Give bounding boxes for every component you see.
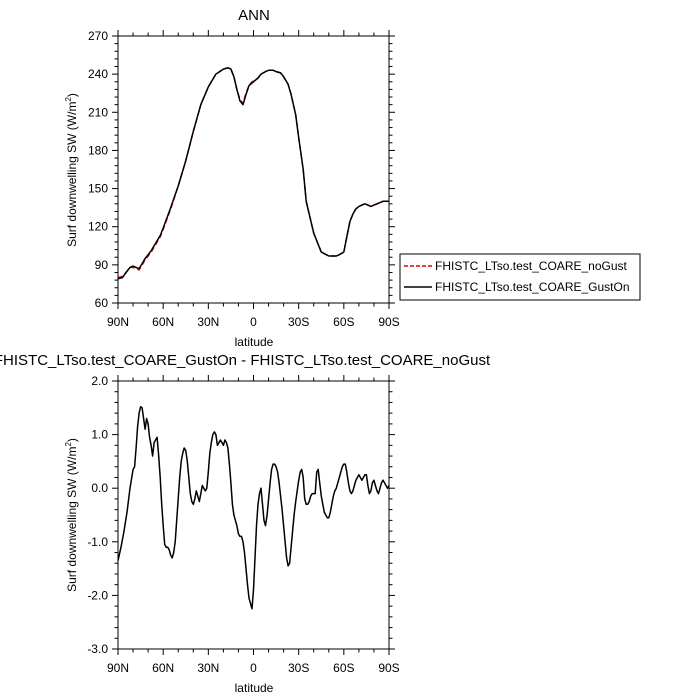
bottom-y-tick-label: -1.0	[87, 535, 108, 549]
top-series-line-1	[117, 67, 389, 280]
top-x-tick-label: 90S	[378, 315, 399, 329]
top-plot-area: 90N 60N 30N 0 30S 60S 90S 60 90 120 150 180 210 240 27…	[88, 29, 400, 329]
bottom-y-axis-label-close: )	[65, 438, 79, 442]
bottom-x-tick-label: 30S	[288, 661, 309, 675]
top-y-tick-label: 90	[95, 258, 109, 272]
top-y-axis-label: Surf downwelling SW (W/m2)	[64, 93, 79, 247]
top-y-tick-label: 240	[88, 67, 108, 81]
top-x-tick-label: 30N	[197, 315, 219, 329]
top-y-tick-label: 60	[95, 296, 109, 310]
top-chart-title: ANN	[238, 7, 270, 24]
bottom-x-axis-label: latitude	[235, 681, 274, 695]
bottom-x-tick-label: 30N	[197, 661, 219, 675]
top-y-tick-label: 180	[88, 143, 108, 157]
bottom-x-tick-label: 90N	[107, 661, 129, 675]
bottom-y-tick-label: 2.0	[91, 374, 108, 388]
top-x-tick-label: 30S	[288, 315, 309, 329]
bottom-y-tick-label: -2.0	[87, 588, 108, 602]
legend-label-nogust: FHISTC_LTso.test_COARE_noGust	[435, 259, 628, 273]
bottom-x-tick-label: 60S	[333, 661, 354, 675]
top-y-tick-label: 270	[88, 29, 108, 43]
bottom-x-tick-label: 0	[250, 661, 257, 675]
bottom-series-line-0	[117, 405, 390, 610]
bottom-plot-frame	[117, 380, 390, 650]
top-series-line-0	[117, 67, 389, 279]
legend: FHISTC_LTso.test_COARE_noGust FHISTC_LTs…	[399, 253, 641, 301]
top-y-axis-label-main: Surf downwelling SW (W/m	[65, 102, 79, 247]
top-y-tick-label: 210	[88, 105, 108, 119]
top-x-tick-label: 60N	[152, 315, 174, 329]
top-chart: ANN 90N 60N 30N 0 30S 60S 90S 60 90 120 150 180 210 2…	[64, 7, 641, 349]
bottom-y-tick-label: -3.0	[87, 642, 108, 656]
bottom-y-axis-label-sup: 2	[64, 442, 73, 447]
bottom-y-axis-label-main: Surf downwelling SW (W/m	[65, 447, 79, 592]
legend-label-guston: FHISTC_LTso.test_COARE_GustOn	[435, 280, 630, 294]
top-x-tick-label: 0	[250, 315, 257, 329]
bottom-chart-title: FHISTC_LTso.test_COARE_GustOn - FHISTC_L…	[0, 352, 491, 369]
top-y-tick-label: 120	[88, 220, 108, 234]
top-x-tick-label: 60S	[333, 315, 354, 329]
top-y-tick-label: 150	[88, 182, 108, 196]
bottom-x-tick-label: 60N	[152, 661, 174, 675]
top-y-axis-label-sup: 2	[64, 97, 73, 102]
top-plot-frame	[117, 35, 390, 304]
bottom-x-tick-label: 90S	[378, 661, 399, 675]
top-x-tick-label: 90N	[107, 315, 129, 329]
bottom-y-tick-label: 0.0	[91, 481, 108, 495]
bottom-y-axis-label: Surf downwelling SW (W/m2)	[64, 438, 79, 592]
bottom-plot-area: 90N 60N 30N 0 30S 60S 90S -3.0 -2.0 -1.0 0.0 1.0 2.0	[87, 374, 399, 675]
legend-box	[399, 253, 641, 301]
top-x-axis-label: latitude	[235, 335, 274, 349]
bottom-chart: FHISTC_LTso.test_COARE_GustOn - FHISTC_L…	[0, 352, 491, 695]
bottom-y-tick-label: 1.0	[91, 428, 108, 442]
top-y-axis-label-close: )	[65, 93, 79, 97]
